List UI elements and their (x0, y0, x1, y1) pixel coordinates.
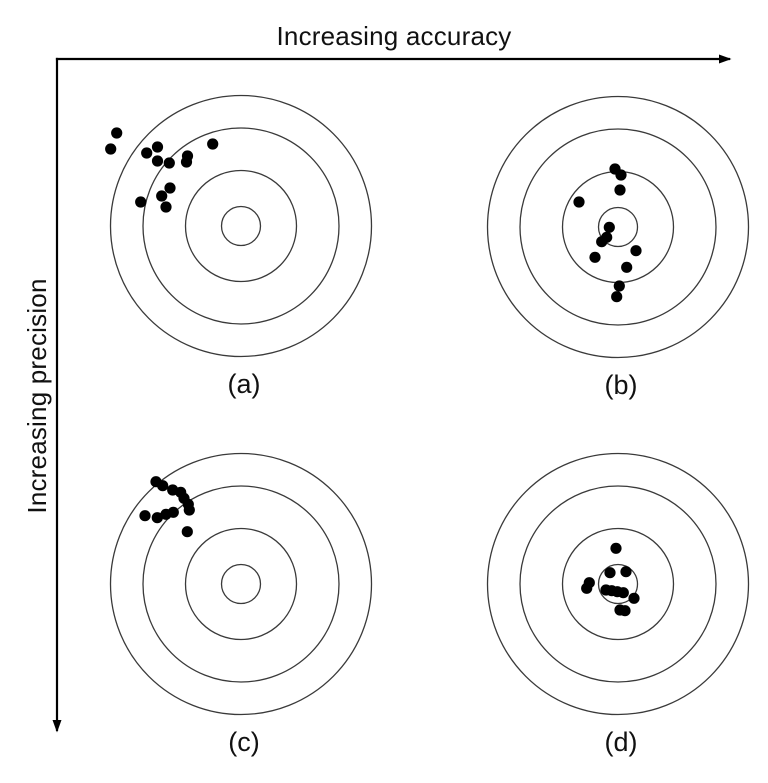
target-c-rings (109, 452, 373, 716)
v-axis-label: Increasing precision (22, 278, 52, 513)
target-a: (a) (105, 94, 373, 399)
target-d-rings (486, 452, 750, 716)
target-b: (b) (486, 95, 750, 400)
target-b-dots (573, 163, 642, 303)
target-b-caption: (b) (605, 370, 638, 400)
h-axis-label: Increasing accuracy (276, 21, 511, 51)
target-d-dots (581, 542, 640, 617)
target-c-dots (139, 476, 195, 538)
target-a-rings (109, 94, 373, 358)
target-d-caption: (d) (605, 727, 638, 757)
target-a-dots (105, 127, 219, 213)
target-c: (c) (109, 452, 373, 757)
target-b-rings (486, 95, 750, 359)
target-a-caption: (a) (228, 369, 261, 399)
target-d: (d) (486, 452, 750, 757)
target-c-caption: (c) (228, 727, 259, 757)
